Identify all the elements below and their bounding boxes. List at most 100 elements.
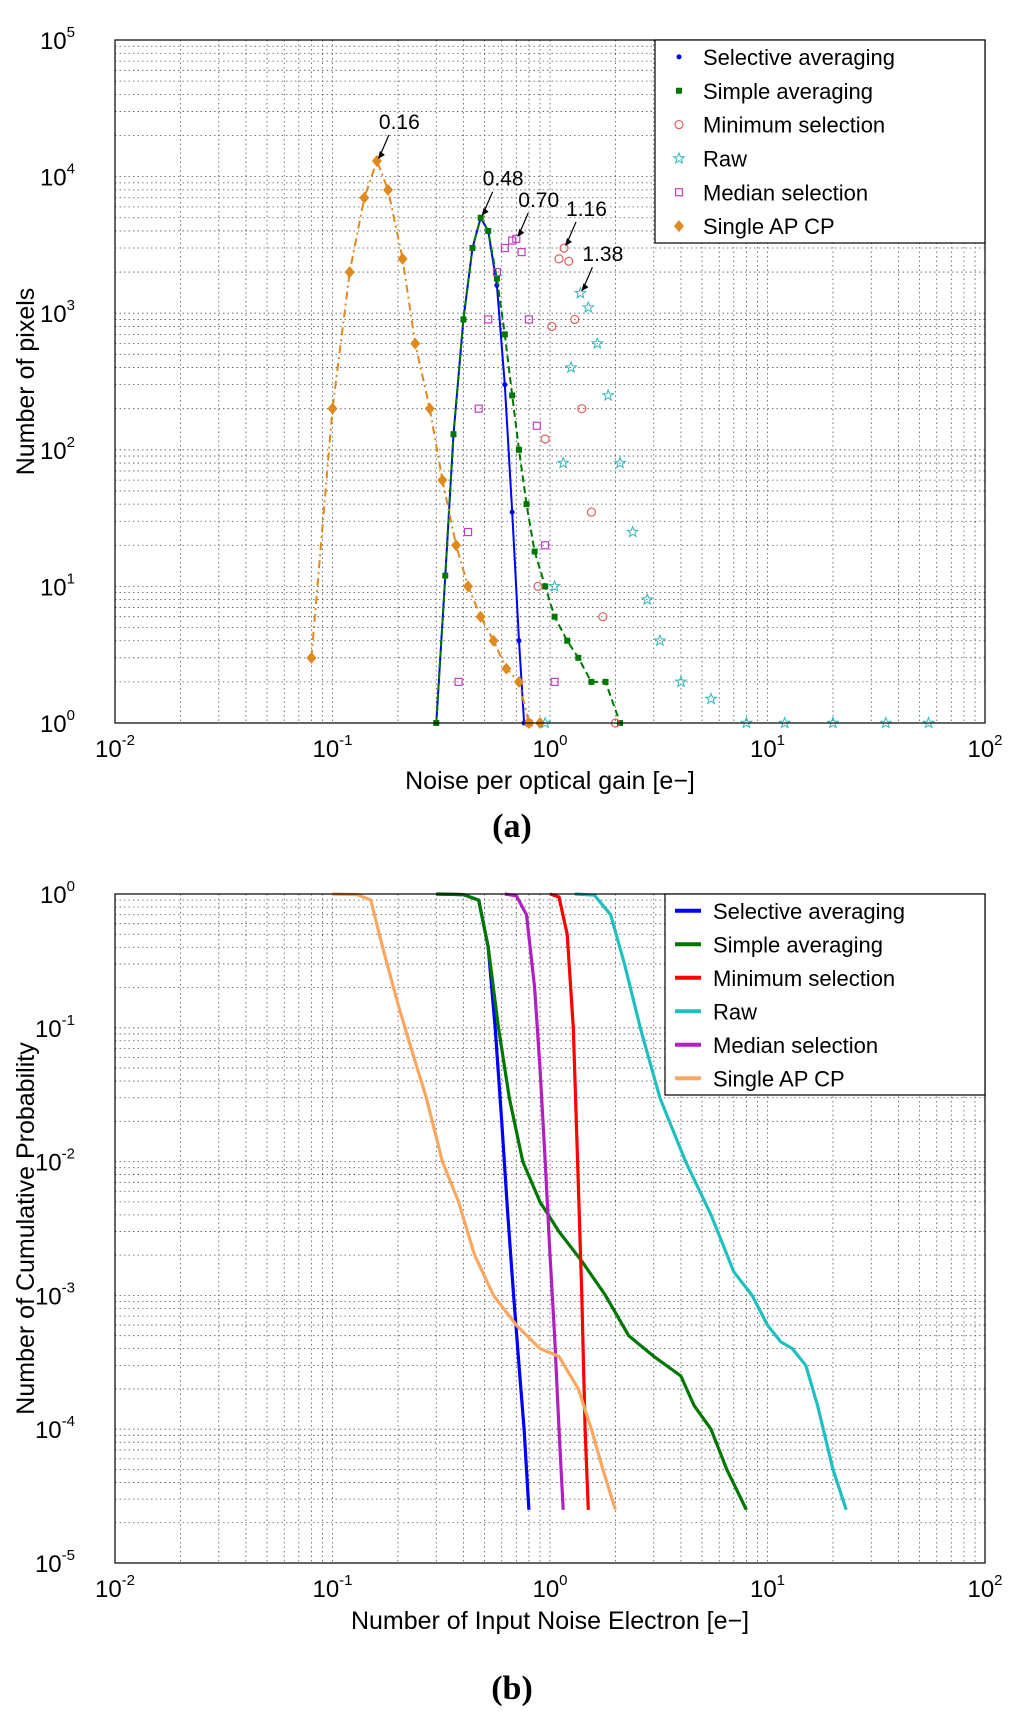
data-point <box>524 315 534 324</box>
annotation-label: 0.70 <box>518 189 559 212</box>
data-point <box>502 382 508 388</box>
data-point <box>547 321 557 332</box>
legend-marker <box>674 220 684 233</box>
data-point <box>327 402 338 415</box>
y-tick-label: 10-2 <box>35 1146 75 1177</box>
data-point <box>512 234 521 243</box>
legend-item: Raw <box>675 999 757 1024</box>
annotation-arrowhead <box>565 238 573 247</box>
data-point <box>492 267 502 277</box>
data-point <box>739 716 754 729</box>
legend-item: Minimum selection <box>675 966 895 991</box>
x-tick-label: 100 <box>532 732 567 763</box>
data-point <box>484 315 493 324</box>
data-point <box>570 314 580 325</box>
plot-frame <box>114 39 986 724</box>
data-point <box>515 446 522 453</box>
data-point <box>542 583 549 590</box>
data-point <box>573 286 588 299</box>
x-axis-label: Noise per optical gain [e−] <box>405 767 695 795</box>
data-point <box>551 613 558 620</box>
legend-label: Minimum selection <box>713 966 895 991</box>
panel-label-b: (b) <box>491 1670 533 1707</box>
data-point <box>613 456 627 469</box>
data-point <box>550 677 559 686</box>
data-point <box>513 675 524 688</box>
plot-frame <box>114 893 986 1564</box>
data-point <box>598 612 608 622</box>
y-tick-label: 10-1 <box>35 1012 75 1043</box>
legend: Selective averaging Simple averaging Minim… <box>664 893 986 1096</box>
legend-label: Simple averaging <box>713 932 883 957</box>
annotation-arrowhead <box>517 228 525 237</box>
data-point <box>559 243 569 253</box>
y-tick-labels: 10-5 10-4 10-3 10-2 10-1 100 <box>35 878 75 1578</box>
y-tick-labels: 100 101 102 103 104 105 <box>40 24 75 738</box>
data-point <box>533 581 543 592</box>
y-axis-label: Number of pixels <box>12 288 40 476</box>
x-tick-label: 102 <box>967 1572 1002 1603</box>
x-tick-label: 101 <box>750 732 785 763</box>
data-point <box>602 678 609 685</box>
x-tick-label: 10-2 <box>95 1572 135 1603</box>
legend-label: Raw <box>713 999 757 1024</box>
data-point <box>556 456 570 469</box>
legend-label: Simple averaging <box>703 79 873 104</box>
data-point <box>640 592 654 606</box>
data-point <box>469 245 476 252</box>
legend-marker <box>676 87 682 94</box>
legend-item: Selective averaging <box>676 45 895 70</box>
annotation-label: 0.48 <box>483 168 524 191</box>
x-tick-label: 100 <box>532 1572 567 1603</box>
annotation-arrowhead <box>481 207 489 216</box>
data-point <box>460 316 467 323</box>
legend-label: Minimum selection <box>703 113 885 138</box>
data-point <box>523 501 530 508</box>
annotation-label: 0.16 <box>379 111 420 134</box>
legend-item: Single AP CP <box>674 214 835 239</box>
data-point <box>564 256 574 266</box>
data-point <box>508 236 517 245</box>
legend-label: Raw <box>703 146 747 171</box>
series-6 <box>332 892 618 1511</box>
x-tick-label: 101 <box>750 1572 785 1603</box>
legend-item: Raw <box>672 146 747 171</box>
series-line <box>332 892 618 1511</box>
y-tick-label: 105 <box>40 24 75 55</box>
data-point <box>437 474 448 487</box>
legend-item: Median selection <box>674 180 868 205</box>
y-tick-label: 102 <box>40 434 75 465</box>
data-point <box>463 527 473 537</box>
data-point <box>826 716 840 729</box>
data-point <box>704 691 718 705</box>
annotation-arrowhead <box>377 151 385 160</box>
data-point <box>488 634 499 647</box>
data-point <box>306 651 317 664</box>
x-tick-label: 102 <box>967 732 1002 763</box>
data-point <box>501 331 508 338</box>
series-6 <box>306 155 546 729</box>
data-point <box>485 227 492 234</box>
data-point <box>564 637 571 644</box>
data-point <box>516 638 522 644</box>
x-tick-labels: 10-2 10-1 100 101 102 <box>95 732 1003 763</box>
data-point <box>475 610 486 623</box>
y-tick-label: 100 <box>40 707 75 738</box>
data-point <box>442 572 449 579</box>
data-point <box>359 191 370 204</box>
data-point <box>532 421 541 430</box>
panel-label-a: (a) <box>492 808 532 845</box>
x-axis-label: Number of Input Noise Electron [e−] <box>351 1607 749 1635</box>
legend-marker <box>674 119 684 130</box>
series-5 <box>504 892 565 1510</box>
data-point <box>517 248 526 257</box>
y-tick-label: 101 <box>40 570 75 601</box>
data-point <box>474 404 483 413</box>
legend-item: Minimum selection <box>674 113 885 138</box>
y-axis-label: Number of Cumulative Probability <box>12 1042 40 1415</box>
annotation-label: 1.16 <box>566 198 607 221</box>
legend-item: Median selection <box>675 1033 878 1058</box>
y-tick-label: 104 <box>40 161 75 192</box>
series-5 <box>454 234 559 686</box>
